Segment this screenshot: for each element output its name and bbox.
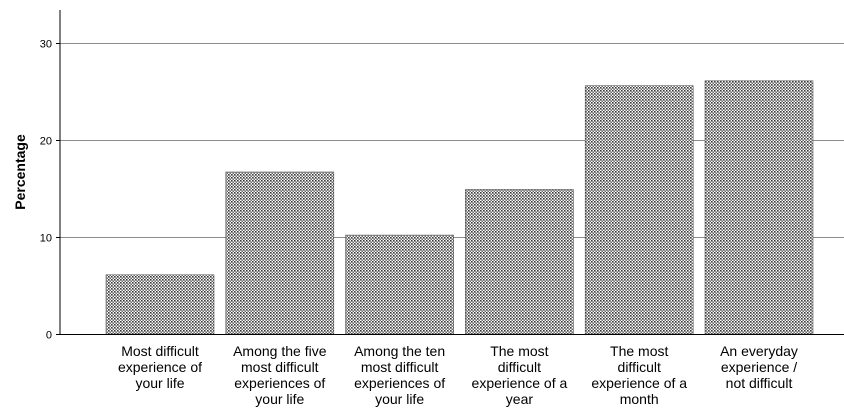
- x-category-label-line: experience of a: [472, 375, 568, 391]
- x-category-label-line: An everyday: [720, 343, 798, 359]
- x-category-label: An everyday experience / not difficult: [720, 343, 798, 391]
- x-category-label-line: The most: [490, 343, 548, 359]
- x-category-label: The most difficult experience of a year: [472, 343, 568, 407]
- bar: [704, 80, 814, 335]
- y-tick-labels: 0 10 20 30: [40, 39, 60, 342]
- bar: [105, 274, 215, 335]
- x-category-label-line: most difficult: [241, 359, 319, 375]
- bar: [225, 171, 335, 335]
- y-tick-label: 10: [40, 233, 52, 245]
- x-category-label-line: experiences of: [234, 375, 325, 391]
- x-category-label-line: experience of: [118, 359, 202, 375]
- x-category-label: Most difficult experience of your life: [118, 343, 202, 391]
- y-tick-label: 20: [40, 136, 52, 148]
- x-category-labels: Most difficult experience of your lifeAmon…: [118, 343, 798, 407]
- axes: [59, 10, 844, 335]
- y-axis-title: Percentage: [12, 134, 28, 210]
- x-category-label-line: experience /: [721, 359, 797, 375]
- y-tick-label: 30: [40, 39, 52, 51]
- x-category-label: Among the ten most difficult experiences o…: [354, 343, 445, 407]
- x-category-label-line: your life: [375, 391, 424, 407]
- bar: [584, 85, 694, 335]
- x-category-label-line: Among the five: [233, 343, 327, 359]
- x-category-label-line: year: [506, 391, 534, 407]
- x-category-label-line: experiences of: [354, 375, 445, 391]
- x-category-label: Among the five most difficult experiences …: [233, 343, 327, 407]
- x-category-label-line: difficult: [618, 359, 661, 375]
- x-category-label-line: The most: [610, 343, 668, 359]
- x-category-label-line: your life: [135, 375, 184, 391]
- bars: [105, 80, 814, 335]
- bar: [465, 189, 574, 335]
- x-category-label-line: month: [620, 391, 659, 407]
- x-category-label-line: most difficult: [361, 359, 439, 375]
- x-category-label-line: your life: [255, 391, 304, 407]
- bar: [345, 234, 454, 335]
- x-category-label-line: Most difficult: [121, 343, 199, 359]
- x-category-label: The most difficult experience of a month: [591, 343, 687, 407]
- y-tick-label: 0: [46, 330, 52, 342]
- x-category-label-line: Among the ten: [354, 343, 445, 359]
- x-category-label-line: difficult: [498, 359, 541, 375]
- x-category-label-line: experience of a: [591, 375, 687, 391]
- x-category-label-line: not difficult: [726, 375, 793, 391]
